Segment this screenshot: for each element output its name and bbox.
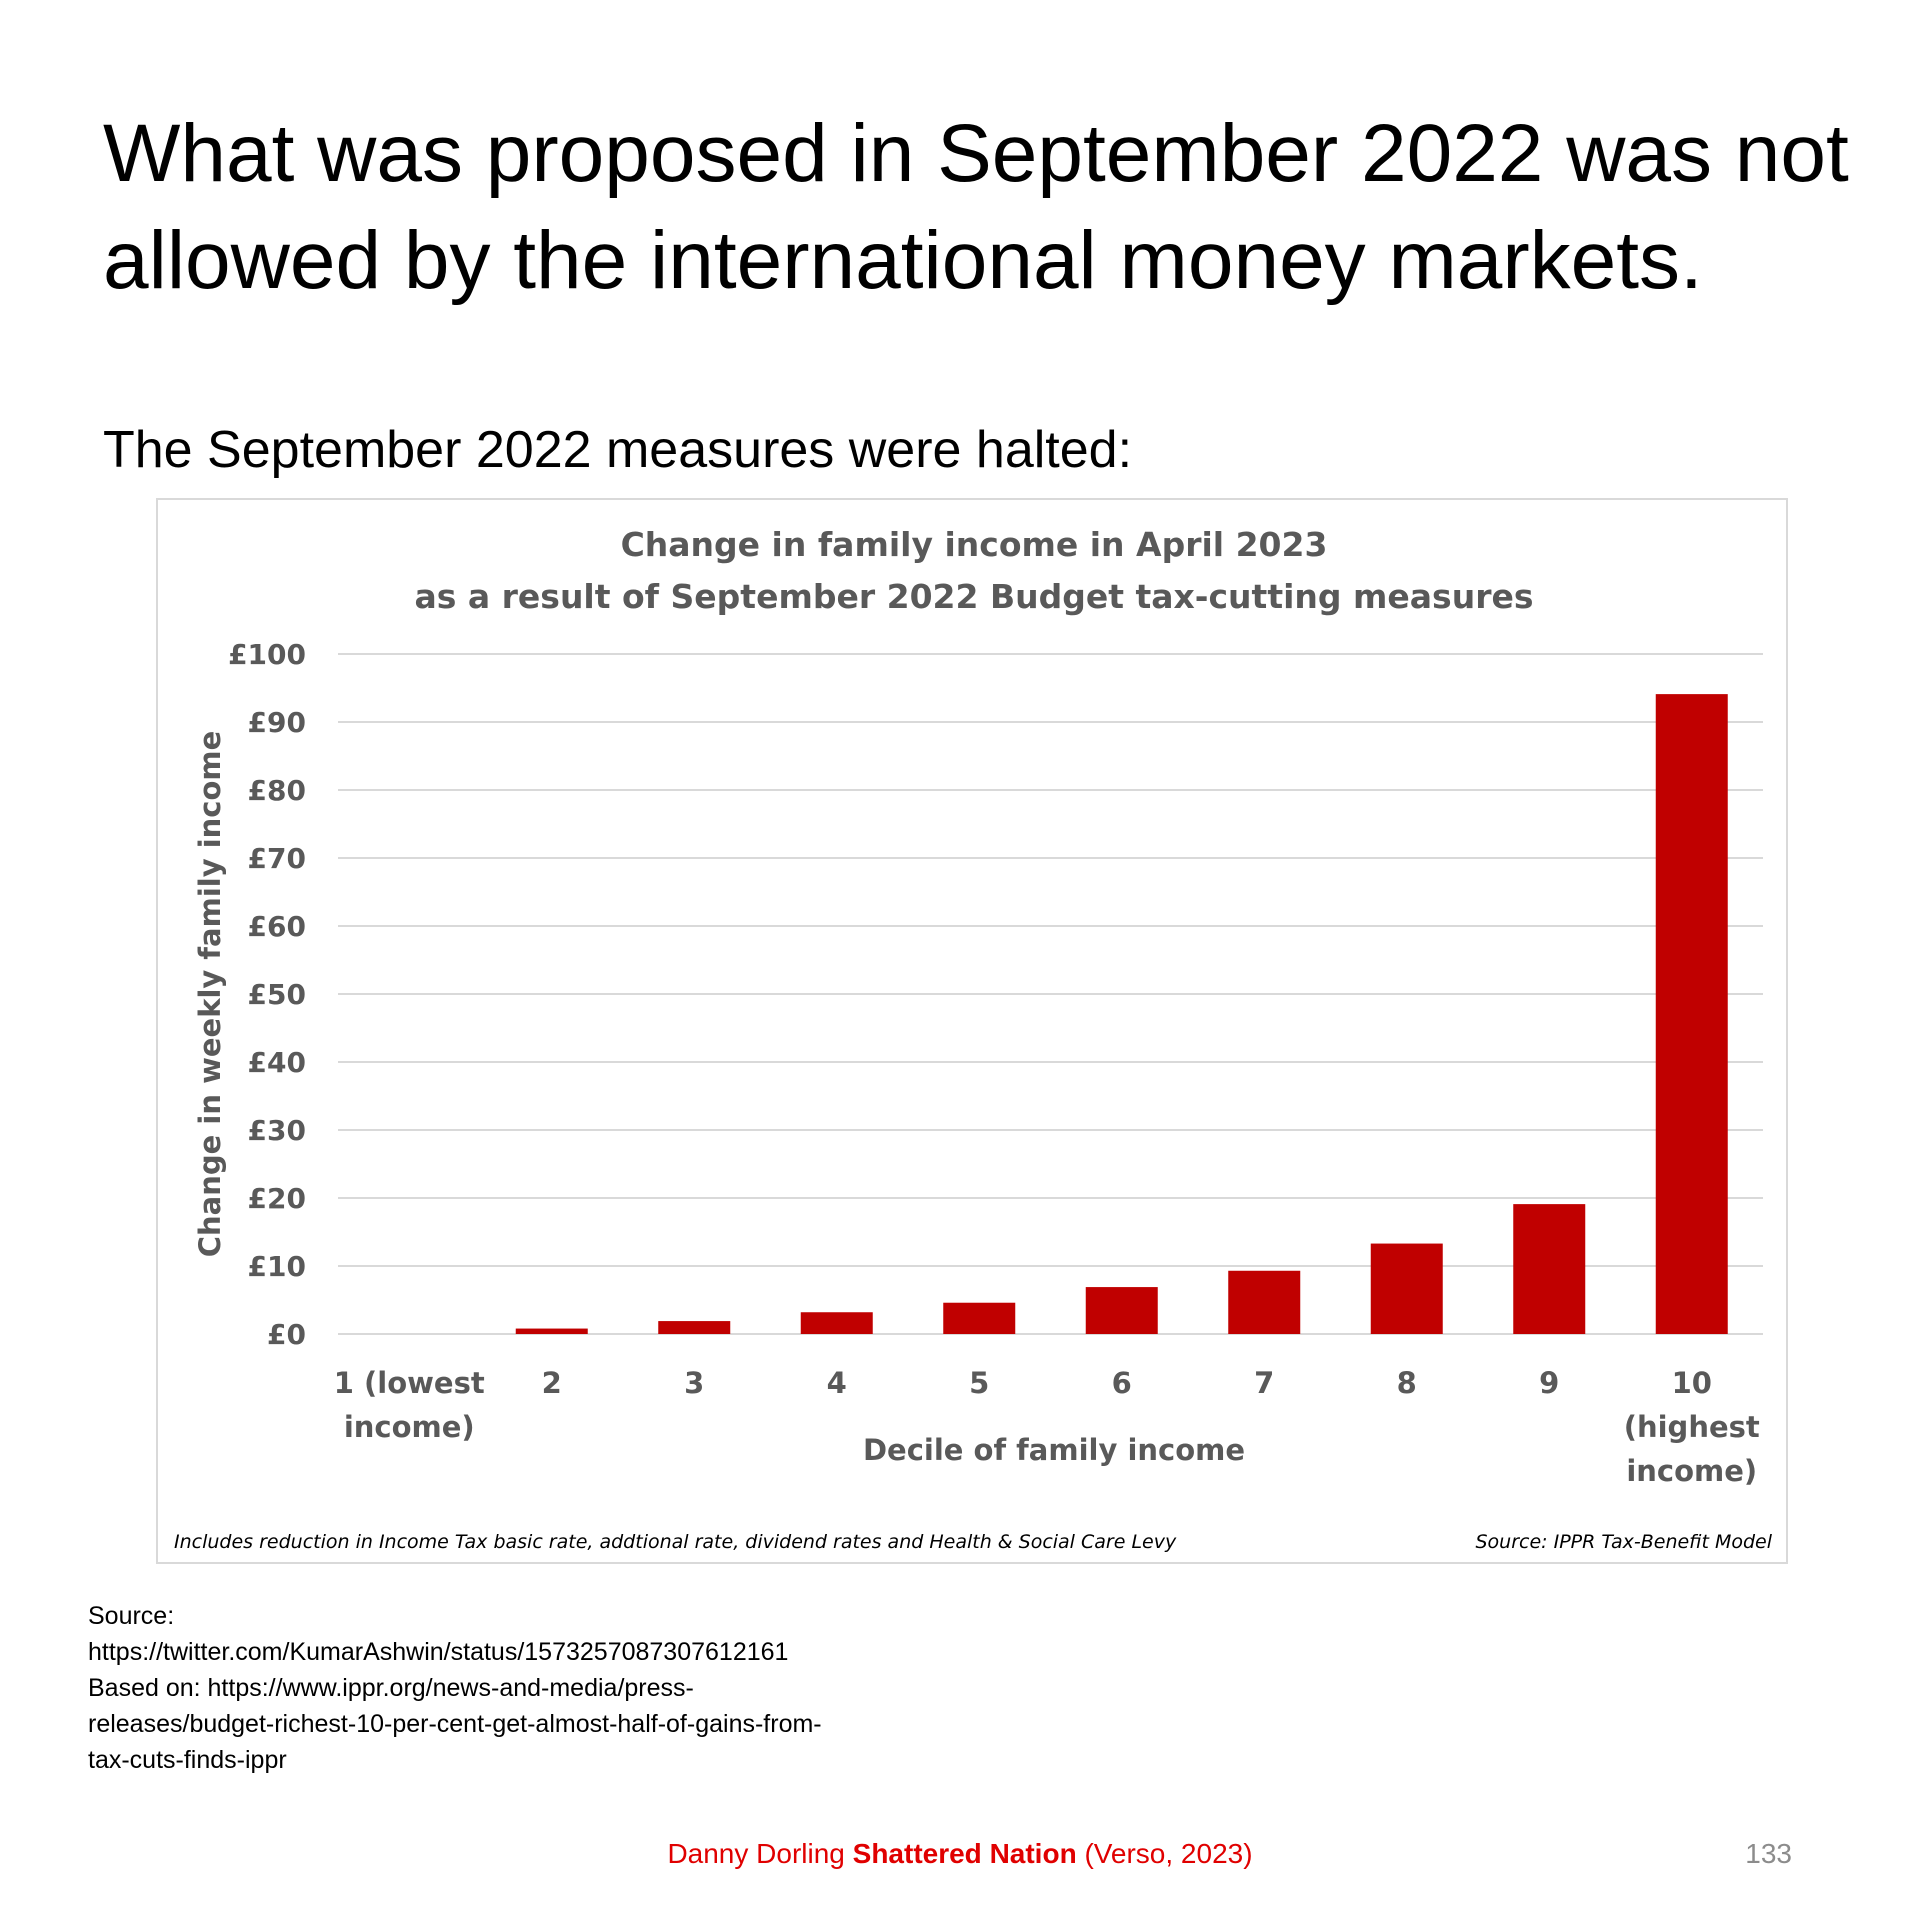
bar bbox=[1655, 694, 1728, 1334]
chart-source-note: Source: IPPR Tax-Benefit Model bbox=[1476, 1531, 1773, 1553]
bar bbox=[1085, 1287, 1158, 1334]
source-line: tax-cuts-finds-ippr bbox=[88, 1746, 287, 1774]
y-tick-label: £60 bbox=[248, 910, 306, 943]
bar bbox=[800, 1312, 873, 1334]
x-tick-label: 7 bbox=[1254, 1366, 1274, 1400]
chart-note: Includes reduction in Income Tax basic r… bbox=[174, 1531, 1177, 1553]
source-line: https://twitter.com/KumarAshwin/status/1… bbox=[88, 1638, 789, 1666]
chart-frame: Change in family income in April 2023 as … bbox=[156, 498, 1788, 1564]
x-tick-label: 3 bbox=[684, 1366, 704, 1400]
bar bbox=[515, 1328, 588, 1334]
page-number: 133 bbox=[1745, 1838, 1792, 1869]
slide-subtitle: The September 2022 measures were halted: bbox=[103, 421, 1133, 479]
x-tick-label: 10 (highest income) bbox=[1624, 1366, 1760, 1488]
source-line: releases/budget-richest-10-per-cent-get-… bbox=[88, 1710, 822, 1738]
slide-title: What was proposed in September 2022 was … bbox=[103, 108, 1849, 306]
bar bbox=[1513, 1204, 1586, 1334]
chart-title-line: as a result of September 2022 Budget tax… bbox=[414, 577, 1533, 616]
footer-publisher: (Verso, 2023) bbox=[1084, 1838, 1253, 1869]
source-line: Based on: https://www.ippr.org/news-and-… bbox=[88, 1674, 694, 1702]
y-tick-label: £100 bbox=[228, 638, 306, 671]
x-axis-title: Decile of family income bbox=[863, 1433, 1245, 1467]
bar bbox=[1370, 1243, 1443, 1334]
bar bbox=[943, 1302, 1016, 1334]
x-tick-label: 6 bbox=[1112, 1366, 1132, 1400]
source-block: Source: https://twitter.com/KumarAshwin/… bbox=[88, 1598, 948, 1778]
bar bbox=[1228, 1270, 1301, 1334]
x-tick-label: 1 (lowest income) bbox=[334, 1366, 485, 1444]
y-tick-label: £90 bbox=[248, 706, 306, 739]
y-tick-label: £30 bbox=[248, 1114, 306, 1147]
bar bbox=[658, 1321, 731, 1334]
footer-credit: Danny Dorling Shattered Nation (Verso, 2… bbox=[0, 1838, 1920, 1870]
x-tick-label: 5 bbox=[969, 1366, 989, 1400]
y-tick-label: £70 bbox=[248, 842, 306, 875]
y-tick-label: £10 bbox=[248, 1250, 306, 1283]
y-tick-label: £20 bbox=[248, 1182, 306, 1215]
footer-book-title: Shattered Nation bbox=[852, 1838, 1077, 1869]
source-label: Source: bbox=[88, 1602, 175, 1630]
x-tick-label: 9 bbox=[1539, 1366, 1559, 1400]
y-tick-label: £50 bbox=[248, 978, 306, 1011]
y-axis-title: Change in weekly family income bbox=[193, 731, 227, 1258]
x-tick-label: 2 bbox=[542, 1366, 562, 1400]
y-tick-label: £40 bbox=[248, 1046, 306, 1079]
chart-title-line: Change in family income in April 2023 bbox=[621, 525, 1328, 564]
y-tick-label: £0 bbox=[267, 1318, 306, 1351]
bar-chart: Change in family income in April 2023 as … bbox=[174, 525, 1773, 1553]
x-tick-label: 8 bbox=[1397, 1366, 1417, 1400]
x-tick-label: 4 bbox=[827, 1366, 847, 1400]
footer-author: Danny Dorling bbox=[667, 1838, 845, 1869]
y-tick-label: £80 bbox=[248, 774, 306, 807]
